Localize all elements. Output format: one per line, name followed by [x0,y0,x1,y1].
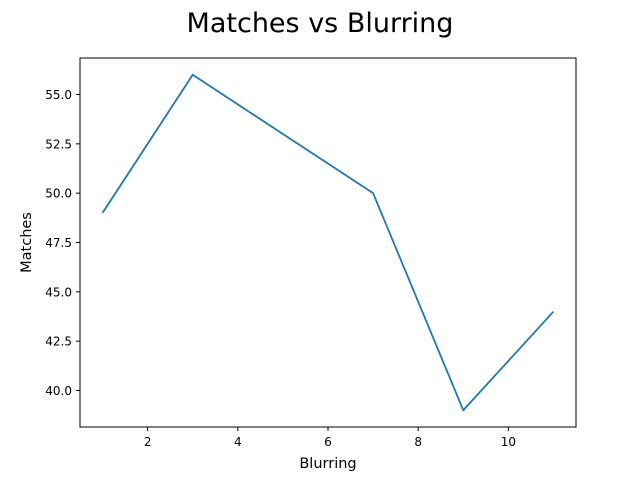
series-line-1 [101,73,555,412]
x-tick-label: 8 [414,435,422,449]
y-tick-label: 42.5 [45,335,72,349]
x-tick-label: 2 [144,435,152,449]
y-tick-label: 55.0 [45,88,72,102]
x-tick-label: 6 [324,435,332,449]
y-tick-label: 40.0 [45,384,72,398]
y-tick-label: 52.5 [45,137,72,151]
x-tick-label: 10 [501,435,516,449]
y-tick-label: 50.0 [45,187,72,201]
y-tick-label: 45.0 [45,285,72,299]
y-tick-label: 47.5 [45,236,72,250]
x-tick-label: 4 [234,435,242,449]
x-axis-label: Blurring [299,456,356,472]
y-axis: 40.0 42.5 45.0 47.5 50.0 52.5 55.0 [45,88,80,398]
plot-area [101,73,555,412]
y-axis-label: Matches [19,212,35,273]
chart-title: Matches vs Blurring [187,8,454,39]
x-axis: 2 4 6 8 10 [144,427,516,449]
